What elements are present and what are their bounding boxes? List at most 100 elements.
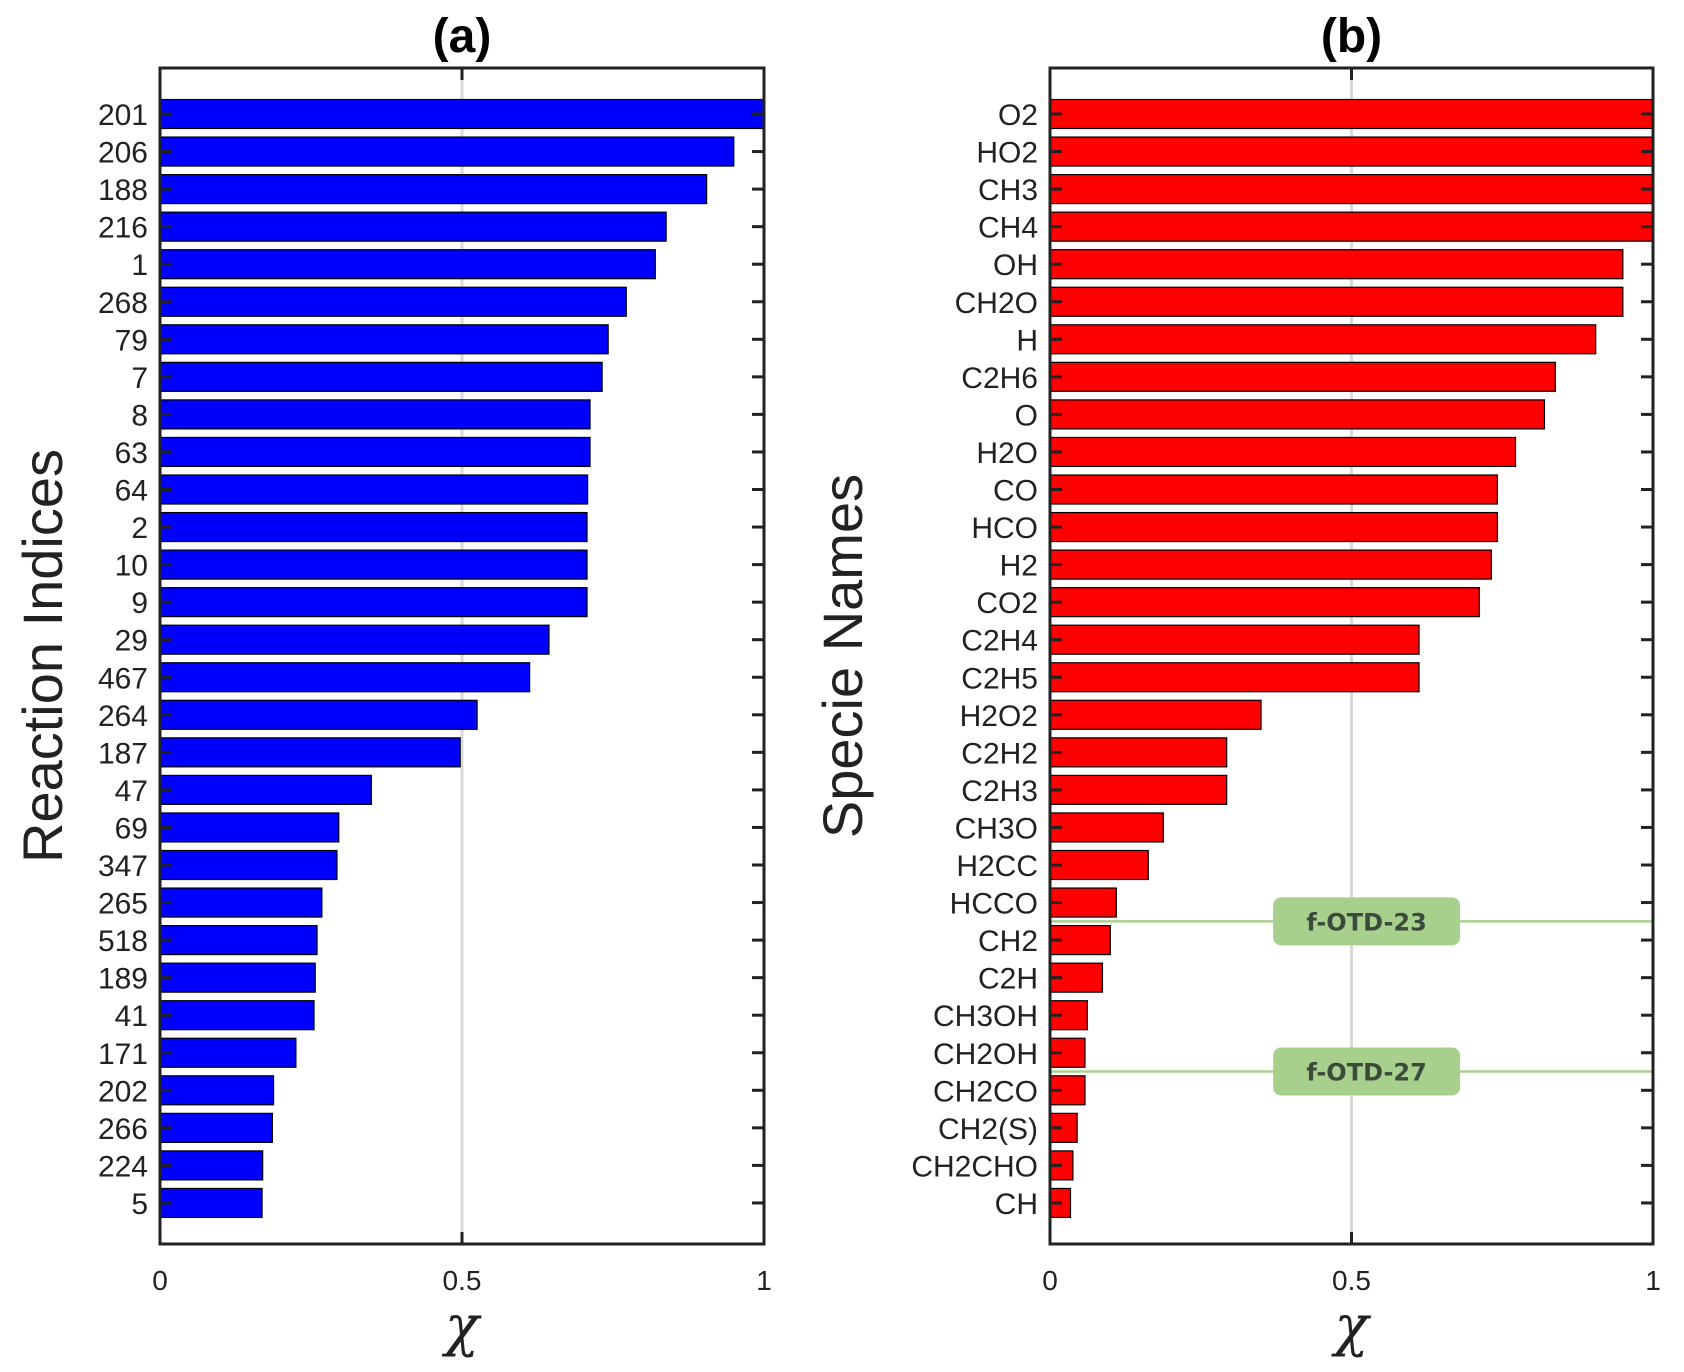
- bar-265: [159, 887, 323, 918]
- bar-h2o: [1049, 436, 1517, 468]
- x-tick-label: 0.5: [1332, 1265, 1371, 1296]
- y-tick-label: H2O2: [960, 700, 1038, 733]
- bar-8: [159, 399, 591, 430]
- bar-41: [159, 1000, 315, 1031]
- y-tick-label: C2H3: [961, 775, 1038, 808]
- bar-467: [159, 662, 531, 693]
- y-tick-label: 187: [98, 737, 148, 770]
- y-tick-label: HCO: [971, 512, 1038, 545]
- annotation-label: f-OTD-27: [1306, 1059, 1426, 1087]
- y-tick-label: H: [1016, 324, 1038, 357]
- y-tick-label: 201: [98, 99, 148, 132]
- y-tick-label: 47: [115, 775, 148, 808]
- bar-188: [159, 174, 708, 205]
- bar-171: [159, 1037, 297, 1068]
- y-tick-label: C2H6: [961, 362, 1038, 395]
- y-tick-label: 268: [98, 287, 148, 320]
- bar-10: [159, 549, 588, 580]
- bar-ch3: [1049, 174, 1654, 205]
- y-tick-label: 264: [98, 700, 148, 733]
- y-tick-label: 216: [98, 212, 148, 245]
- bar-h2: [1049, 549, 1492, 580]
- x-axis-label: χ: [441, 1294, 482, 1359]
- y-tick-label: H2CC: [956, 850, 1038, 883]
- bar-h2o2: [1049, 699, 1262, 730]
- annotation-box: [1273, 1047, 1461, 1096]
- y-tick-label: 5: [131, 1188, 148, 1221]
- y-tick-label: 202: [98, 1075, 148, 1108]
- bar-hco: [1049, 511, 1499, 543]
- bar-64: [159, 474, 589, 505]
- bar-c2h6: [1049, 361, 1556, 392]
- bar-ch4: [1049, 211, 1654, 242]
- panel-b-chart: O2HO2CH3CH4OHCH2OHC2H6OH2OCOHCOH2CO2C2H4…: [811, 10, 1661, 1359]
- bar-69: [159, 812, 340, 843]
- y-tick-label: OH: [993, 249, 1038, 282]
- bar-9: [159, 587, 588, 618]
- y-tick-label: CH3O: [955, 812, 1038, 845]
- bar-c2h3: [1049, 774, 1228, 806]
- x-tick-label: 0.5: [443, 1265, 482, 1296]
- bar-206: [159, 136, 735, 167]
- y-tick-label: C2H5: [961, 662, 1038, 695]
- bar-co2: [1049, 587, 1480, 618]
- bar-268: [159, 286, 627, 317]
- bar-ch2o: [1049, 286, 1624, 317]
- y-axis-label: Specie Names: [811, 474, 874, 838]
- y-tick-label: 79: [115, 324, 148, 357]
- y-tick-label: O: [1015, 399, 1038, 432]
- axes-frame: [1048, 66, 1655, 1246]
- bar-201: [159, 98, 765, 130]
- y-tick-label: O2: [998, 99, 1038, 132]
- y-tick-label: 9: [131, 587, 148, 620]
- y-tick-label: CH2CHO: [911, 1150, 1038, 1183]
- bar-79: [159, 324, 609, 355]
- y-tick-label: 29: [115, 625, 148, 658]
- y-tick-label: 10: [115, 550, 148, 583]
- bar-63: [159, 436, 591, 468]
- y-tick-label: CH2(S): [938, 1113, 1038, 1146]
- panel-title: (b): [1321, 10, 1382, 63]
- y-tick-label: C2H: [978, 963, 1038, 996]
- bar-7: [159, 361, 603, 392]
- bar-1: [159, 249, 656, 280]
- y-tick-label: C2H2: [961, 737, 1038, 770]
- y-tick-label: H2O: [976, 437, 1038, 470]
- y-tick-label: CO2: [976, 587, 1038, 620]
- y-tick-label: 63: [115, 437, 148, 470]
- y-tick-label: H2: [1000, 550, 1038, 583]
- x-tick-label: 1: [1645, 1265, 1661, 1296]
- x-tick-label: 0: [152, 1265, 168, 1296]
- x-tick-label: 1: [756, 1265, 772, 1296]
- y-tick-label: 467: [98, 662, 148, 695]
- panel-a-chart: 2012061882161268797863642109294672641874…: [11, 10, 772, 1359]
- annotation-box: [1273, 897, 1461, 946]
- y-tick-label: HCCO: [950, 888, 1038, 921]
- y-tick-label: 265: [98, 888, 148, 921]
- y-tick-label: 7: [131, 362, 148, 395]
- bar-266: [159, 1112, 273, 1143]
- bar-187: [159, 737, 461, 768]
- y-tick-label: 189: [98, 963, 148, 996]
- y-axis-label: Reaction Indices: [11, 449, 74, 863]
- bar-47: [159, 774, 372, 806]
- bar-c2h5: [1049, 662, 1420, 693]
- panel-title: (a): [433, 10, 492, 63]
- y-tick-label: 206: [98, 137, 148, 170]
- y-tick-label: 41: [115, 1000, 148, 1033]
- y-tick-label: 8: [131, 399, 148, 432]
- x-axis-label: χ: [1331, 1294, 1372, 1359]
- y-tick-label: 224: [98, 1150, 148, 1183]
- bar-h2cc: [1049, 849, 1149, 881]
- bar-ho2: [1049, 136, 1654, 167]
- bar-518: [159, 924, 318, 956]
- bar-co: [1049, 474, 1499, 505]
- bar-216: [159, 211, 667, 242]
- bar-o2: [1049, 98, 1654, 130]
- y-tick-label: CH: [995, 1188, 1038, 1221]
- axes-frame: [158, 66, 766, 1246]
- y-tick-label: CO: [993, 475, 1038, 508]
- y-tick-label: CH2CO: [933, 1075, 1038, 1108]
- bar-347: [159, 849, 338, 881]
- y-tick-label: CH3: [978, 174, 1038, 207]
